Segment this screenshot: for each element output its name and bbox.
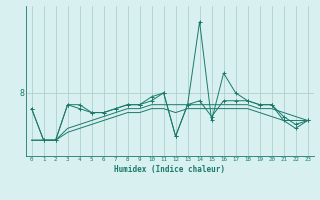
X-axis label: Humidex (Indice chaleur): Humidex (Indice chaleur): [114, 165, 225, 174]
